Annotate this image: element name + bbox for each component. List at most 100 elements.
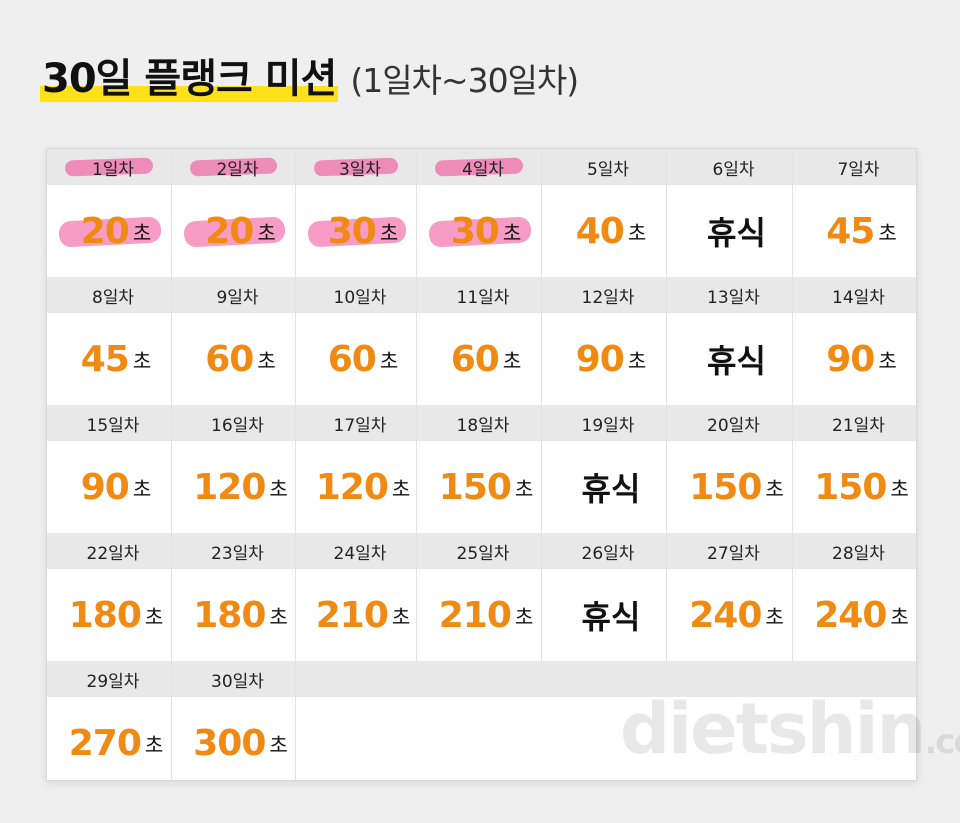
day-label-text: 25일차 — [456, 543, 510, 564]
empty-day-band — [417, 661, 542, 697]
seconds-unit: 초 — [890, 476, 909, 501]
seconds-unit: 초 — [627, 348, 647, 373]
day-label-text: 19일차 — [581, 415, 635, 436]
day-label-text: 15일차 — [86, 415, 140, 436]
seconds-value: 90 — [575, 338, 625, 380]
day-cell: 27일차 240 초 — [667, 533, 793, 661]
day-cell: 7일차 45 초 — [793, 149, 916, 277]
day-value: 120 초 — [296, 441, 416, 533]
empty-day-band — [296, 661, 417, 697]
day-value: 150 초 — [667, 441, 792, 533]
day-label-text: 29일차 — [86, 671, 140, 692]
day-cell: 4일차 30 초 — [417, 149, 542, 277]
seconds-value: 20 — [80, 210, 130, 252]
empty-cell — [542, 661, 667, 780]
seconds-value: 270 — [68, 722, 142, 764]
day-value: 60 초 — [296, 313, 416, 405]
rest-label: 휴식 — [581, 470, 641, 508]
empty-cell — [667, 661, 793, 780]
day-value: 45 초 — [793, 185, 916, 277]
day-cell: 9일차 60 초 — [172, 277, 296, 405]
day-label: 7일차 — [793, 149, 916, 185]
day-value: 45 초 — [47, 313, 171, 405]
day-cell: 22일차 180 초 — [47, 533, 172, 661]
mission-table: 1일차 20 초 2일차 20 초 3일차 30 초 4일차 30 초 5일차 40 초 6일차 휴식 7일차 45… — [46, 148, 917, 781]
seconds-unit: 초 — [257, 348, 276, 373]
day-label-text: 28일차 — [832, 543, 885, 564]
day-label: 26일차 — [542, 533, 666, 569]
day-cell: 11일차 60 초 — [417, 277, 542, 405]
seconds-value: 30 — [450, 210, 500, 252]
day-cell: 24일차 210 초 — [296, 533, 417, 661]
watermark-suffix: .com — [924, 722, 960, 762]
page-subtitle: (1일차~30일차) — [350, 61, 579, 100]
day-label: 29일차 — [47, 661, 171, 697]
day-cell: 13일차 휴식 — [667, 277, 793, 405]
day-cell: 14일차 90 초 — [793, 277, 916, 405]
day-value: 휴식 — [542, 569, 666, 661]
seconds-value: 45 — [80, 338, 130, 380]
day-label-text: 2일차 — [216, 159, 259, 180]
empty-cell — [296, 661, 417, 780]
rest-label: 휴식 — [581, 598, 641, 636]
seconds-unit: 초 — [144, 732, 164, 757]
watermark: dietshin.com — [620, 688, 960, 770]
seconds-value: 30 — [327, 210, 377, 252]
seconds-unit: 초 — [890, 604, 909, 629]
day-label: 22일차 — [47, 533, 171, 569]
day-label-text: 26일차 — [581, 543, 635, 564]
day-label: 16일차 — [172, 405, 295, 441]
day-value: 30 초 — [417, 185, 541, 277]
day-label-text: 17일차 — [333, 415, 387, 436]
day-label-text: 30일차 — [211, 671, 264, 692]
day-label-text: 22일차 — [86, 543, 140, 564]
day-label-text: 3일차 — [338, 159, 382, 180]
day-label-text: 8일차 — [91, 287, 135, 308]
page-title: 30일 플랭크 미션 — [39, 46, 339, 104]
day-cell: 3일차 30 초 — [296, 149, 417, 277]
day-value: 60 초 — [417, 313, 541, 405]
empty-day-band — [667, 661, 793, 697]
day-label: 3일차 — [296, 149, 416, 185]
day-label: 20일차 — [667, 405, 792, 441]
day-label-text: 21일차 — [832, 415, 885, 436]
day-label-text: 27일차 — [707, 543, 760, 564]
day-label-text: 7일차 — [837, 159, 880, 180]
day-label: 30일차 — [172, 661, 295, 697]
seconds-value: 40 — [575, 210, 625, 252]
empty-cell — [793, 661, 916, 780]
day-label-text: 16일차 — [211, 415, 264, 436]
day-value: 180 초 — [47, 569, 171, 661]
seconds-value: 60 — [205, 338, 254, 380]
day-label: 10일차 — [296, 277, 416, 313]
seconds-unit: 초 — [514, 476, 534, 501]
seconds-value: 120 — [315, 466, 389, 508]
seconds-value: 150 — [689, 466, 762, 508]
day-label-text: 1일차 — [91, 159, 135, 180]
seconds-unit: 초 — [765, 476, 784, 501]
day-value: 90 초 — [47, 441, 171, 533]
day-value: 240 초 — [793, 569, 916, 661]
day-label: 17일차 — [296, 405, 416, 441]
rest-label: 휴식 — [707, 342, 766, 380]
day-value: 40 초 — [542, 185, 666, 277]
day-value: 150 초 — [793, 441, 916, 533]
day-label: 21일차 — [793, 405, 916, 441]
seconds-unit: 초 — [391, 476, 411, 501]
day-value: 120 초 — [172, 441, 295, 533]
seconds-value: 300 — [193, 722, 266, 764]
day-value: 60 초 — [172, 313, 295, 405]
day-label: 1일차 — [47, 149, 171, 185]
seconds-unit: 초 — [391, 604, 411, 629]
day-value: 240 초 — [667, 569, 792, 661]
seconds-value: 150 — [814, 466, 887, 508]
day-cell: 12일차 90 초 — [542, 277, 667, 405]
day-value: 휴식 — [542, 441, 666, 533]
seconds-unit: 초 — [379, 348, 399, 373]
day-label: 5일차 — [542, 149, 666, 185]
day-label: 2일차 — [172, 149, 295, 185]
day-value: 210 초 — [296, 569, 416, 661]
day-label-text: 20일차 — [707, 415, 760, 436]
seconds-value: 90 — [826, 338, 875, 380]
